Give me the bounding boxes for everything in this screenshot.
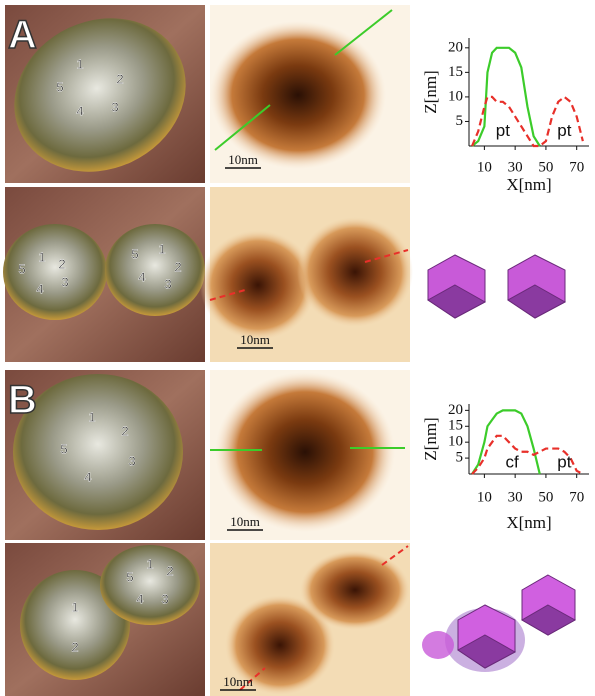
x-tick-label: 70 bbox=[569, 159, 584, 175]
particle-label: 1 bbox=[146, 556, 153, 571]
annotation: pt bbox=[557, 452, 571, 471]
density-cloud bbox=[422, 631, 454, 659]
particle-label: 5 bbox=[126, 569, 133, 584]
scale-bar-label: 10nm bbox=[240, 332, 270, 347]
particle-label: 3 bbox=[61, 274, 68, 289]
x-tick-label: 30 bbox=[508, 159, 523, 175]
particle-label: 4 bbox=[84, 469, 91, 484]
x-tick-label: 10 bbox=[477, 489, 492, 505]
particle bbox=[200, 230, 316, 340]
particle-label: 3 bbox=[111, 99, 118, 114]
x-tick-label: 50 bbox=[538, 489, 553, 505]
scale-bar-label: 10nm bbox=[228, 152, 258, 167]
panel-letter: A bbox=[8, 13, 37, 57]
particle bbox=[215, 372, 395, 532]
x-tick-label: 30 bbox=[508, 489, 523, 505]
particle-label: 4 bbox=[36, 281, 43, 296]
x-axis-label: X[nm] bbox=[506, 513, 551, 532]
particle-label: 2 bbox=[174, 259, 181, 274]
particle-label: 2 bbox=[166, 563, 173, 578]
scale-bar-label: 10nm bbox=[223, 674, 253, 689]
y-tick-label: 15 bbox=[448, 418, 463, 434]
particle-label: 2 bbox=[71, 639, 78, 654]
scale-bar-label: 10nm bbox=[230, 514, 260, 529]
particle-label: 1 bbox=[88, 409, 95, 424]
particle-label: 4 bbox=[138, 269, 145, 284]
icosahedron bbox=[522, 575, 575, 635]
particle-label: 2 bbox=[121, 423, 128, 438]
particle-label: 5 bbox=[56, 79, 63, 94]
particle-label: 4 bbox=[136, 591, 143, 606]
x-axis-label: X[nm] bbox=[506, 175, 551, 194]
x-tick-label: 70 bbox=[569, 489, 584, 505]
particle-label: 3 bbox=[164, 276, 171, 291]
particle bbox=[105, 224, 205, 316]
particle-label: 1 bbox=[158, 241, 165, 256]
particle-label: 1 bbox=[71, 599, 78, 614]
particle-label: 5 bbox=[18, 261, 25, 276]
particle-label: 3 bbox=[161, 591, 168, 606]
x-tick-label: 50 bbox=[538, 159, 553, 175]
y-axis-label: Z[nm] bbox=[421, 70, 440, 113]
particle-label: 2 bbox=[116, 71, 123, 86]
particle-label: 2 bbox=[58, 256, 65, 271]
annotation: pt bbox=[496, 121, 510, 140]
particle-label: 1 bbox=[38, 249, 45, 264]
particle-label: 3 bbox=[128, 453, 135, 468]
particle-label: 5 bbox=[131, 246, 138, 261]
particle-label: 4 bbox=[76, 103, 83, 118]
particle bbox=[300, 550, 410, 630]
particle bbox=[210, 21, 386, 169]
particle-label: 1 bbox=[76, 56, 83, 71]
y-tick-label: 10 bbox=[448, 88, 463, 104]
icosahedron bbox=[428, 255, 485, 318]
x-tick-label: 10 bbox=[477, 159, 492, 175]
particle bbox=[297, 217, 413, 327]
icosahedron bbox=[508, 255, 565, 318]
figure: A B 12345123455123410nm10nm1234512534121… bbox=[0, 0, 595, 696]
panel-letter: B bbox=[8, 378, 37, 422]
y-tick-label: 15 bbox=[448, 64, 463, 80]
y-tick-label: 5 bbox=[456, 113, 464, 129]
y-tick-label: 5 bbox=[456, 450, 464, 466]
y-tick-label: 20 bbox=[448, 402, 463, 418]
y-axis-label: Z[nm] bbox=[421, 417, 440, 460]
annotation: cf bbox=[505, 452, 519, 471]
y-tick-label: 10 bbox=[448, 434, 463, 450]
particle bbox=[13, 374, 183, 530]
annotation: pt bbox=[557, 121, 571, 140]
particle-label: 5 bbox=[60, 441, 67, 456]
y-tick-label: 20 bbox=[448, 39, 463, 55]
